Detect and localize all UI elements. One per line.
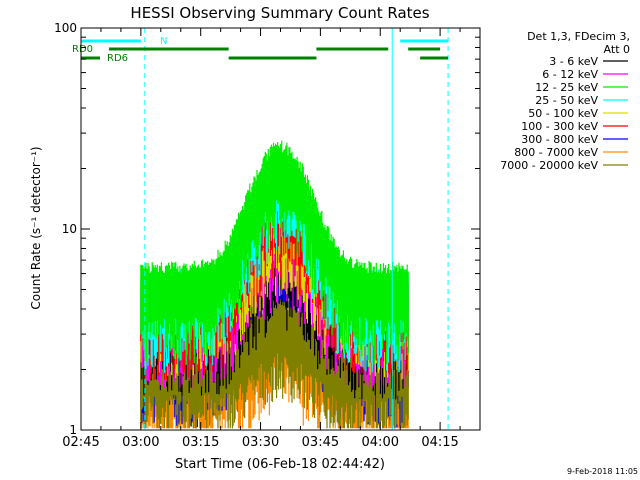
legend-label-2: 12 - 25 keV (535, 81, 598, 94)
series-trace-2 (140, 140, 409, 365)
x-tick-label-0: 02:45 (62, 435, 99, 450)
x-tick-label-3: 03:30 (242, 435, 279, 450)
x-tick-label-4: 03:45 (302, 435, 339, 450)
legend-label-7: 800 - 7000 keV (514, 146, 598, 159)
y-tick-label-1: 10 (62, 222, 77, 236)
x-tick-label-1: 03:00 (122, 435, 159, 450)
legend-label-3: 25 - 50 keV (535, 94, 598, 107)
x-axis-label: Start Time (06-Feb-18 02:44:42) (175, 457, 385, 472)
legend-header-line-2: Att 0 (604, 43, 630, 56)
legend-label-4: 50 - 100 keV (528, 107, 598, 120)
x-tick-label-5: 04:00 (362, 435, 399, 450)
chart-title: HESSI Observing Summary Count Rates (130, 4, 429, 22)
y-tick-label-0: 1 (69, 423, 77, 437)
legend-label-0: 3 - 6 keV (549, 55, 598, 68)
legend-label-8: 7000 - 20000 keV (500, 159, 598, 172)
legend-header-line-1: Det 1,3, FDecim 3, (527, 30, 630, 43)
legend-label-6: 300 - 800 keV (521, 133, 598, 146)
trace-layer (140, 140, 409, 429)
attenuator-label: N (160, 36, 167, 47)
rd0-label: RD0 (72, 44, 93, 55)
y-tick-label-2: 100 (54, 21, 77, 35)
legend-label-5: 100 - 300 keV (521, 120, 598, 133)
x-tick-label-6: 04:15 (421, 435, 458, 450)
x-tick-label-2: 03:15 (182, 435, 219, 450)
y-axis-label: Count Rate (s⁻¹ detector⁻¹) (29, 146, 43, 309)
legend-label-1: 6 - 12 keV (542, 68, 598, 81)
generation-timestamp: 9-Feb-2018 11:05 (567, 467, 638, 476)
axes-layer: 02:45 03:00 03:15 03:30 03:45 04:00 04:15 1 10 10… (54, 21, 481, 450)
rd6-label: RD6 (107, 53, 128, 64)
